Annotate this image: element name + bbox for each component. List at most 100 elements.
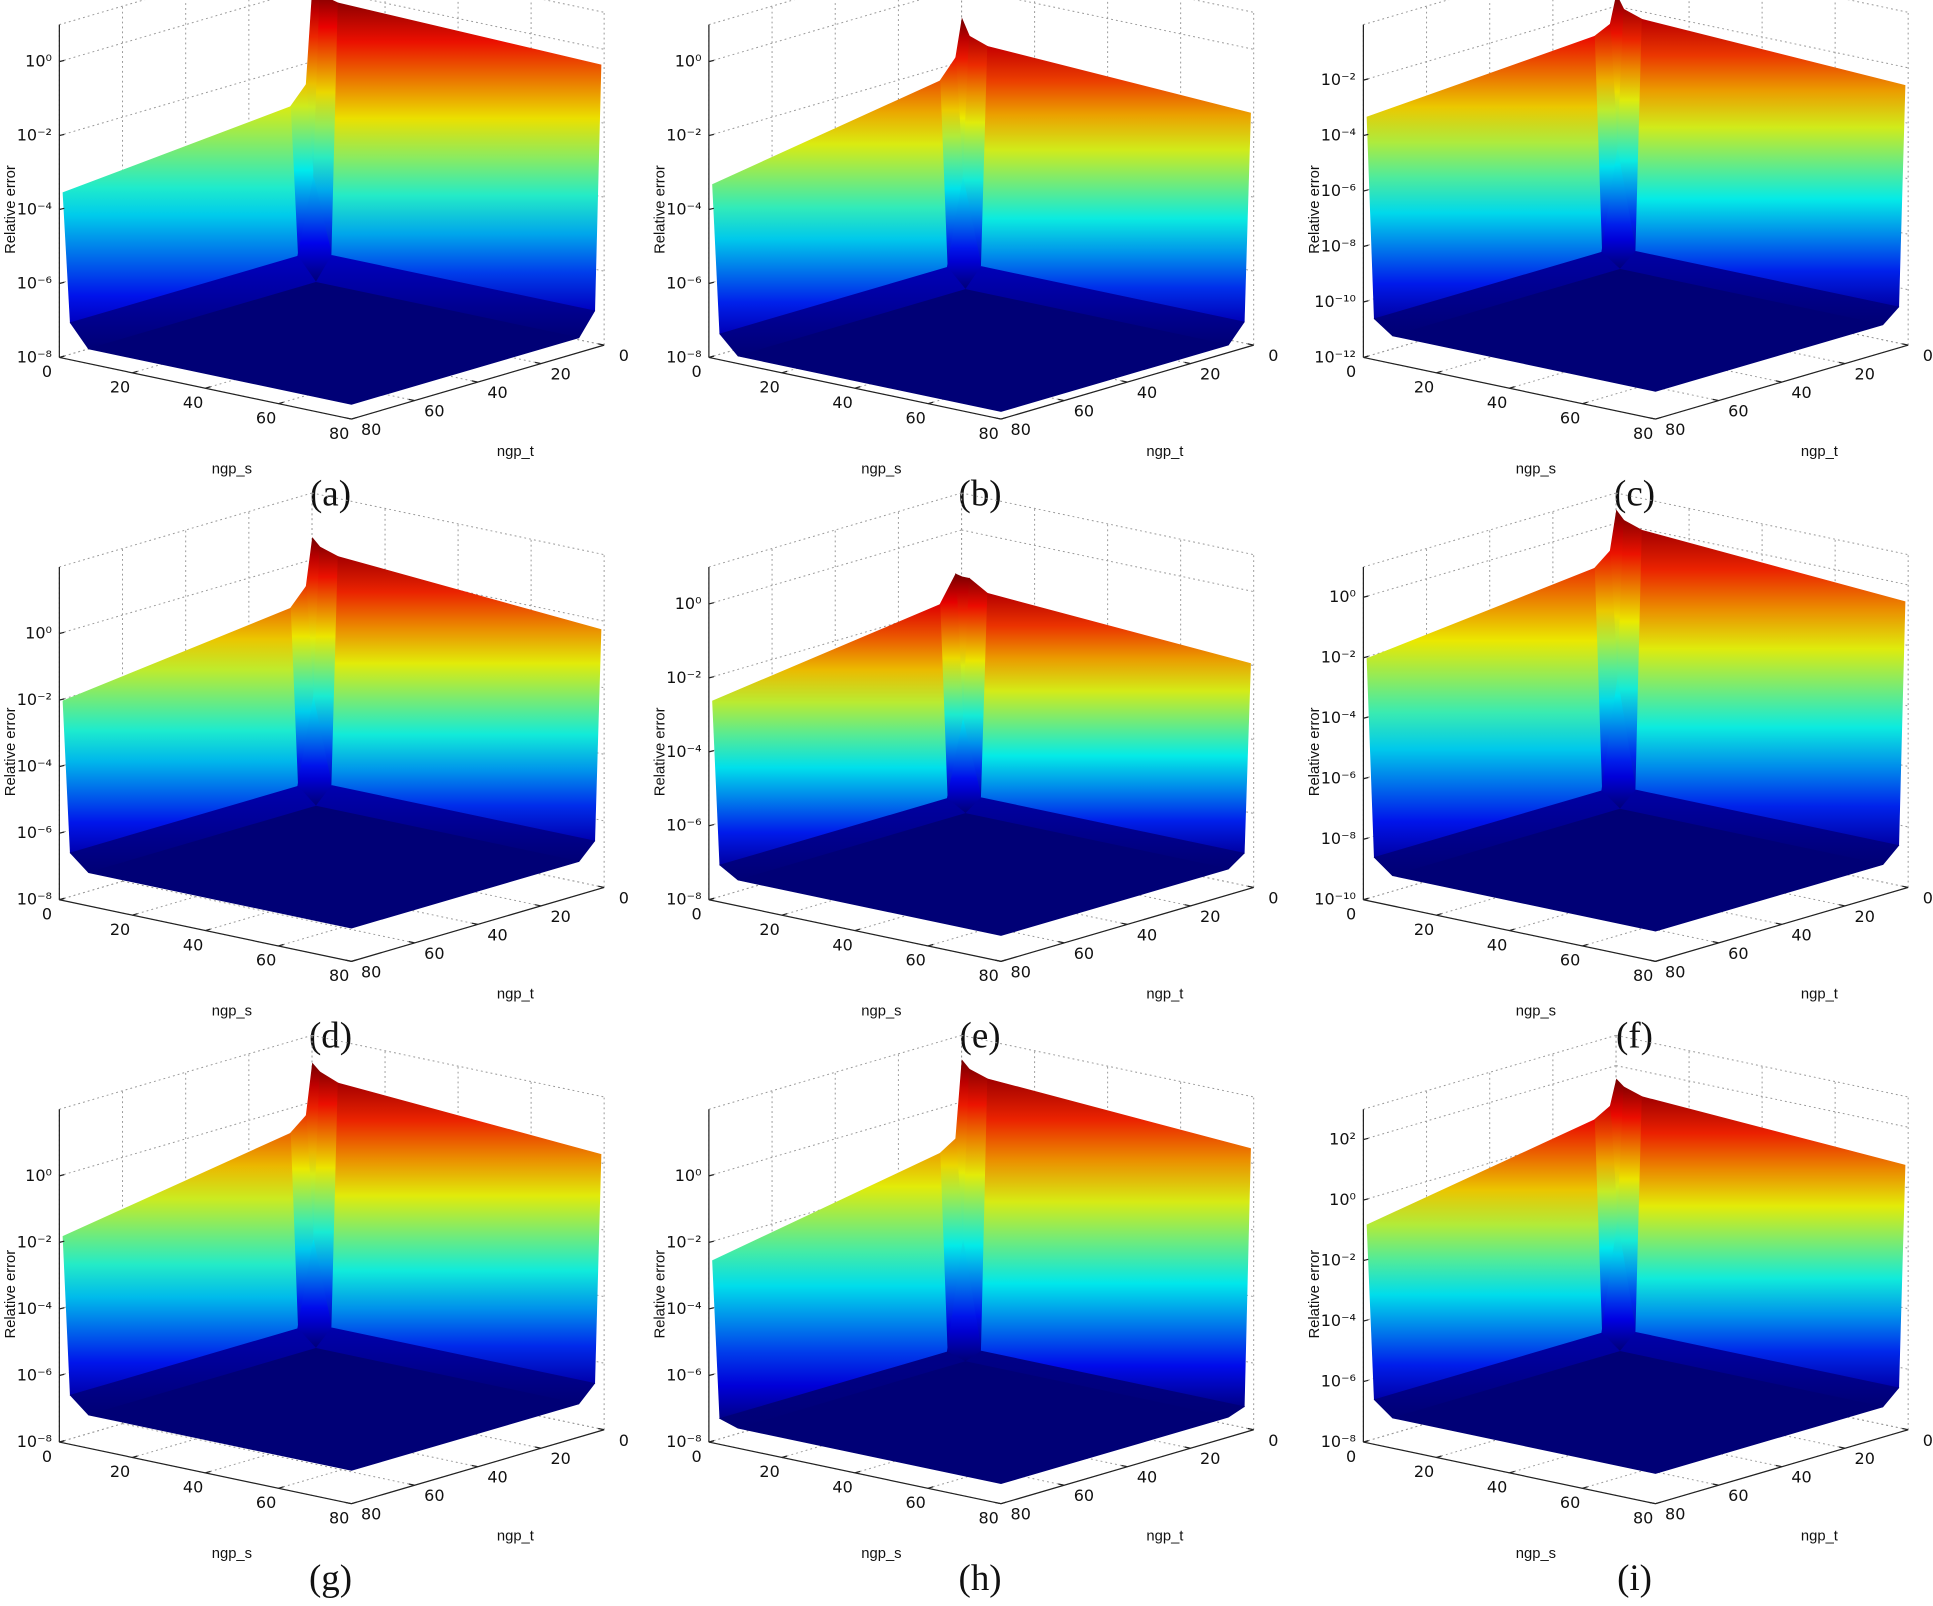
z-tick xyxy=(1363,1379,1369,1383)
z-tick-label: 10⁻⁶ xyxy=(17,823,52,842)
y-axis-title: ngp_t xyxy=(1146,444,1183,460)
y-tick xyxy=(1247,1427,1254,1431)
z-tick-label: 10⁻⁶ xyxy=(666,273,701,292)
y-tick xyxy=(1775,922,1782,926)
z-tick xyxy=(59,897,65,901)
z-tick xyxy=(1363,189,1369,192)
x-tick-label: 40 xyxy=(1487,935,1507,954)
z-tick-label: 10⁻¹⁰ xyxy=(1314,292,1356,311)
z-tick xyxy=(708,1307,714,1310)
box-edge xyxy=(1615,1034,1909,1098)
x-tick-label: 20 xyxy=(759,378,779,397)
z-tick-label: 10⁻⁶ xyxy=(1321,181,1356,200)
z-tick-label: 10⁻⁶ xyxy=(1321,769,1356,788)
surface-patch xyxy=(1392,1351,1883,1474)
z-axis-title: Relative error xyxy=(3,165,19,254)
z-tick xyxy=(1363,1440,1369,1443)
y-tick-label: 40 xyxy=(1791,383,1811,402)
x-tick-label: 60 xyxy=(905,951,925,970)
x-tick-label: 40 xyxy=(1487,393,1507,412)
y-tick-label: 20 xyxy=(1855,907,1875,926)
x-tick xyxy=(927,943,934,947)
box-edge xyxy=(311,492,605,556)
x-tick-label: 20 xyxy=(1414,920,1434,939)
z-tick xyxy=(59,59,65,63)
y-tick xyxy=(1184,904,1191,907)
x-tick xyxy=(1000,416,1007,420)
x-tick xyxy=(205,928,211,932)
x-axis-title: ngp_s xyxy=(212,1546,252,1562)
x-tick-label: 20 xyxy=(759,1462,779,1481)
box-edge xyxy=(311,1034,605,1098)
z-tick xyxy=(1363,1137,1369,1141)
x-tick-label: 20 xyxy=(759,920,779,939)
z-tick-label: 10⁻⁶ xyxy=(666,1365,701,1384)
z-tick xyxy=(59,698,65,701)
z-tick xyxy=(59,764,65,768)
y-tick xyxy=(408,1483,415,1486)
z-tick xyxy=(1363,776,1369,780)
y-tick-label: 0 xyxy=(1268,888,1278,907)
z-tick-label: 10⁻² xyxy=(666,668,701,687)
surface-patch xyxy=(88,1348,579,1471)
y-tick-label: 80 xyxy=(361,420,381,439)
y-tick-label: 80 xyxy=(1011,1505,1031,1524)
y-tick xyxy=(345,417,352,420)
y-tick xyxy=(1902,343,1909,346)
x-tick-label: 80 xyxy=(978,1508,998,1527)
x-tick xyxy=(1000,959,1007,962)
x-tick-label: 60 xyxy=(256,1493,276,1512)
z-tick xyxy=(708,59,714,63)
z-tick-label: 10⁻⁴ xyxy=(17,1299,52,1318)
z-tick-label: 10⁻⁸ xyxy=(17,347,52,366)
z-tick xyxy=(708,602,714,605)
z-tick xyxy=(1363,1319,1369,1322)
y-tick xyxy=(1839,904,1846,907)
y-tick xyxy=(535,1446,542,1449)
x-axis-title: ngp_s xyxy=(212,1004,252,1020)
z-tick-label: 10⁰ xyxy=(25,623,52,642)
y-tick-label: 0 xyxy=(1268,346,1278,365)
z-tick-label: 10⁰ xyxy=(1329,587,1356,606)
y-tick xyxy=(471,380,478,383)
z-tick xyxy=(59,631,65,635)
z-tick xyxy=(1363,355,1369,359)
x-tick-label: 80 xyxy=(329,1508,349,1527)
y-tick xyxy=(535,361,542,365)
y-tick-label: 20 xyxy=(550,1449,570,1468)
x-tick-label: 20 xyxy=(110,920,130,939)
x-tick xyxy=(351,959,357,962)
x-tick xyxy=(854,928,861,932)
y-tick-label: 0 xyxy=(619,346,629,365)
y-tick xyxy=(995,1501,1002,1505)
z-tick xyxy=(708,1373,714,1377)
y-axis-title: ngp_t xyxy=(1801,986,1838,1002)
y-tick xyxy=(1121,922,1128,926)
y-tick xyxy=(345,959,352,962)
panel: 0 20 40 60 80 0 20 40 60 80 10⁻¹⁰ 10⁻⁸ 10⁻⁶ 10⁻⁴ 10⁻² 1… xyxy=(1307,492,1933,1057)
z-axis-title: Relative error xyxy=(653,1250,669,1339)
y-tick-label: 60 xyxy=(1728,944,1748,963)
surface-patch xyxy=(1392,268,1883,392)
x-tick xyxy=(1582,943,1588,947)
surface-patch xyxy=(1392,808,1883,932)
x-axis-title: ngp_s xyxy=(861,1004,901,1020)
z-tick xyxy=(1363,1198,1369,1201)
x-tick xyxy=(132,913,138,916)
y-tick-label: 20 xyxy=(1855,1449,1875,1468)
y-tick xyxy=(1247,885,1254,889)
x-tick-label: 80 xyxy=(329,424,349,443)
z-tick-label: 10⁻⁸ xyxy=(17,1432,52,1451)
z-tick-label: 10⁻² xyxy=(666,1232,701,1251)
z-tick-label: 10⁻⁸ xyxy=(1321,829,1356,848)
z-tick-label: 10⁻⁶ xyxy=(1321,1371,1356,1390)
x-tick xyxy=(781,1455,788,1459)
panel: 0 20 40 60 80 0 20 40 60 80 10⁻⁸ 10⁻⁶ 10⁻⁴ 10⁻² 10⁰ ngp… xyxy=(3,1034,629,1599)
y-tick xyxy=(471,922,478,926)
x-tick-label: 20 xyxy=(1414,378,1434,397)
x-tick-label: 80 xyxy=(978,966,998,985)
y-tick xyxy=(535,904,542,907)
z-tick-label: 10⁻⁴ xyxy=(17,199,52,218)
z-tick xyxy=(1363,78,1369,81)
